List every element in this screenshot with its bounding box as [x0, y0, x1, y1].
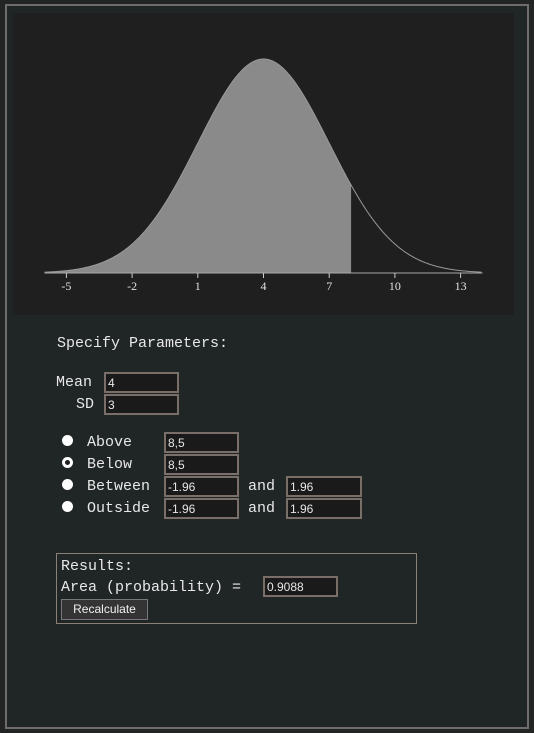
between-and-label: and	[248, 478, 276, 495]
below-label: Below	[87, 456, 133, 473]
radio-between[interactable]	[62, 479, 73, 490]
between-label: Between	[87, 478, 151, 495]
above-label: Above	[87, 434, 133, 451]
radio-above[interactable]	[62, 435, 73, 446]
x-tick-label: 7	[326, 279, 332, 293]
radio-below[interactable]	[62, 457, 73, 468]
between-upper-input[interactable]	[286, 476, 362, 497]
x-tick-label: -5	[61, 279, 71, 293]
distribution-curve	[44, 58, 482, 273]
x-tick-label: 1	[195, 279, 201, 293]
mean-label: Mean	[56, 374, 93, 391]
shaded-area	[44, 59, 352, 273]
area-label: Area (probability) =	[61, 579, 242, 596]
x-tick-label: -2	[127, 279, 137, 293]
radio-outside[interactable]	[62, 501, 73, 512]
chart-svg: -5 -2 1 4 7 10 13	[44, 58, 483, 293]
outside-label: Outside	[87, 500, 151, 517]
mean-input[interactable]	[104, 372, 179, 393]
results-box	[56, 553, 417, 624]
above-input[interactable]	[164, 432, 239, 453]
sd-input[interactable]	[104, 394, 179, 415]
x-tick-label: 4	[261, 279, 267, 293]
below-input[interactable]	[164, 454, 239, 475]
specify-parameters-heading: Specify Parameters:	[57, 335, 229, 352]
between-lower-input[interactable]	[164, 476, 239, 497]
x-tick-label: 10	[389, 279, 401, 293]
outside-upper-input[interactable]	[286, 498, 362, 519]
outside-and-label: and	[248, 500, 276, 517]
recalculate-button[interactable]: Recalculate	[61, 599, 148, 620]
distribution-chart: -5 -2 1 4 7 10 13	[13, 13, 514, 315]
area-result-input[interactable]	[263, 576, 338, 597]
results-title: Results:	[61, 558, 134, 575]
outside-lower-input[interactable]	[164, 498, 239, 519]
x-tick-label: 13	[455, 279, 467, 293]
sd-label: SD	[76, 396, 95, 413]
